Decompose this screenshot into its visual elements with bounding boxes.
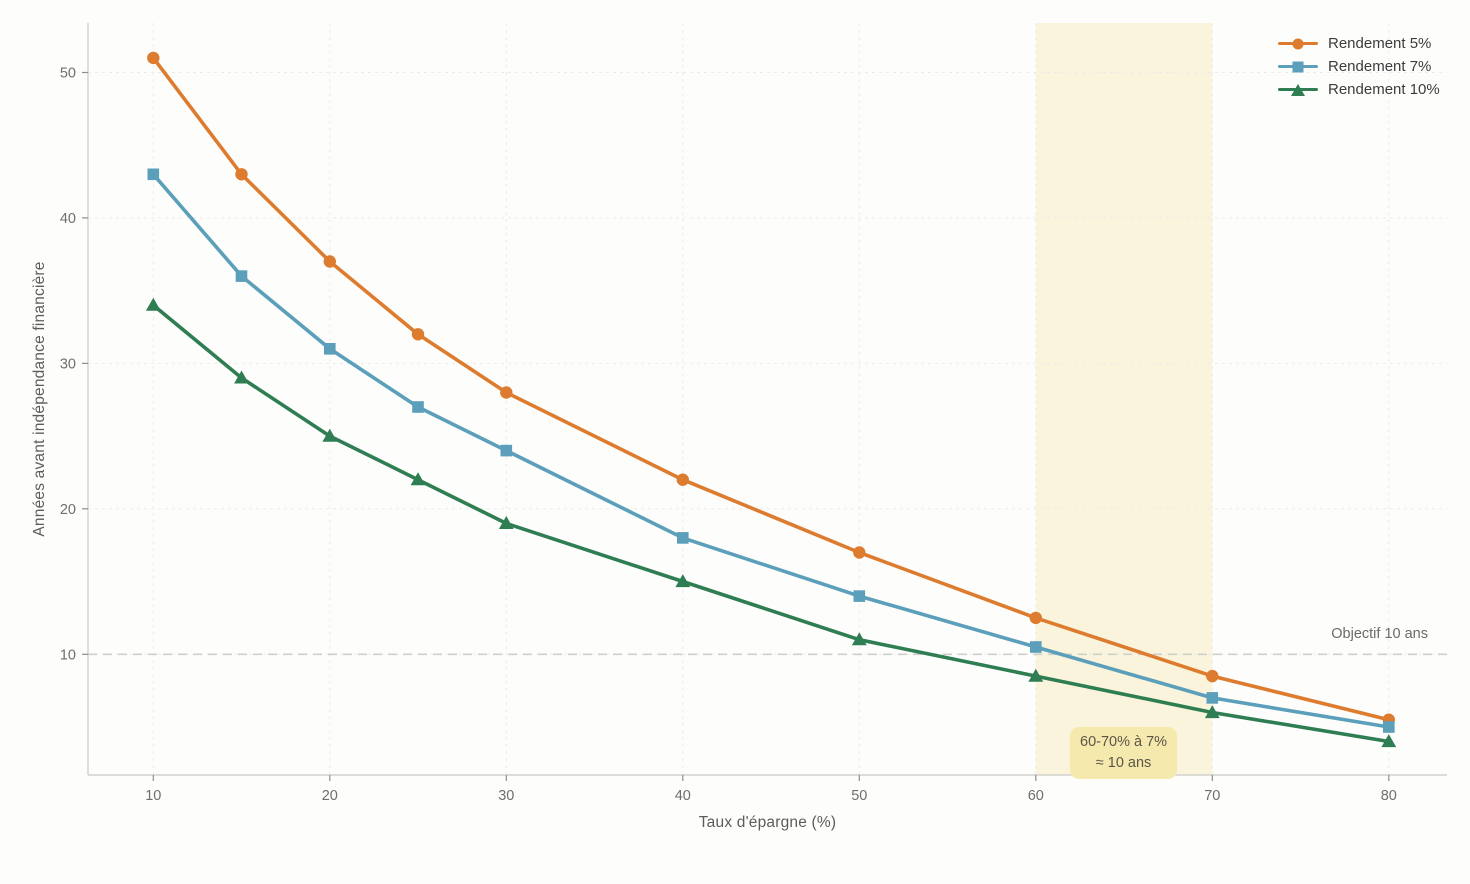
data-point bbox=[1028, 668, 1044, 682]
legend-label: Rendement 5% bbox=[1328, 35, 1432, 52]
legend-label: Rendement 10% bbox=[1328, 81, 1440, 98]
legend-label: Rendement 7% bbox=[1328, 58, 1432, 75]
highlight-band bbox=[1035, 23, 1213, 775]
data-point bbox=[1204, 705, 1220, 719]
axes-spines bbox=[87, 23, 1447, 776]
data-point bbox=[1206, 692, 1219, 704]
legend-item-rendement-5: Rendement 5% bbox=[1278, 32, 1440, 55]
data-point bbox=[1029, 611, 1043, 625]
data-point bbox=[853, 546, 866, 559]
data-point bbox=[411, 328, 425, 341]
svg-text:30: 30 bbox=[498, 788, 514, 804]
series-line-triangle bbox=[151, 303, 1391, 744]
annotation-box: 60-70% à 7% ≈ 10 ans bbox=[1070, 727, 1178, 780]
x-axis-title: Taux d'épargne (%) bbox=[698, 814, 837, 831]
data-point bbox=[412, 401, 424, 413]
x-tick-labels: 10 20 30 40 50 60 70 80 bbox=[145, 788, 1397, 804]
data-point bbox=[853, 590, 866, 602]
data-point bbox=[1030, 641, 1042, 653]
legend-line-sample bbox=[1278, 38, 1318, 49]
svg-text:10: 10 bbox=[60, 647, 76, 663]
data-point bbox=[410, 472, 426, 486]
data-point bbox=[500, 444, 513, 457]
objective-line-label: Objectif 10 ans bbox=[1331, 626, 1428, 642]
data-point bbox=[147, 168, 160, 181]
data-point bbox=[322, 428, 338, 442]
svg-text:50: 50 bbox=[60, 66, 76, 82]
series-line-square bbox=[151, 172, 1391, 729]
data-point bbox=[235, 168, 248, 181]
triangle-marker-icon bbox=[1291, 83, 1305, 96]
legend-line-sample bbox=[1278, 83, 1318, 96]
legend: Rendement 5% Rendement 7% Rendement 10% bbox=[1278, 32, 1440, 101]
gridlines bbox=[88, 23, 1447, 775]
circle-marker-icon bbox=[1292, 38, 1304, 49]
data-point bbox=[147, 51, 160, 65]
data-point bbox=[323, 255, 336, 268]
data-point bbox=[675, 574, 691, 588]
svg-text:30: 30 bbox=[60, 356, 76, 372]
legend-line-sample bbox=[1278, 61, 1318, 72]
data-point bbox=[234, 370, 249, 384]
y-tick-labels: 10 20 30 40 50 bbox=[60, 66, 76, 664]
series-markers-square bbox=[147, 168, 1395, 733]
series-markers-circle bbox=[147, 51, 1396, 726]
svg-text:40: 40 bbox=[60, 211, 76, 227]
data-point bbox=[500, 386, 513, 399]
annotation-line2: ≈ 10 ans bbox=[1095, 755, 1152, 772]
data-point bbox=[677, 532, 689, 544]
data-point bbox=[1381, 734, 1397, 748]
data-point bbox=[676, 473, 689, 486]
legend-item-rendement-7: Rendement 7% bbox=[1278, 55, 1440, 78]
tick-marks bbox=[82, 71, 1390, 781]
svg-text:60: 60 bbox=[1028, 788, 1044, 804]
data-point bbox=[145, 297, 161, 311]
data-point bbox=[498, 516, 514, 529]
data-point bbox=[1383, 721, 1395, 733]
svg-text:20: 20 bbox=[322, 788, 338, 804]
annotation-line1: 60-70% à 7% bbox=[1080, 734, 1168, 750]
legend-item-rendement-10: Rendement 10% bbox=[1278, 78, 1440, 101]
svg-text:10: 10 bbox=[145, 788, 161, 804]
series-line-circle bbox=[151, 56, 1391, 722]
y-axis-title: Années avant indépendance financière bbox=[31, 261, 48, 537]
svg-text:80: 80 bbox=[1381, 788, 1397, 804]
data-point bbox=[235, 270, 248, 282]
square-marker-icon bbox=[1292, 61, 1304, 72]
data-point bbox=[851, 632, 867, 646]
svg-text:40: 40 bbox=[675, 788, 691, 804]
svg-text:70: 70 bbox=[1204, 788, 1220, 804]
series-markers-triangle bbox=[145, 297, 1397, 748]
svg-text:20: 20 bbox=[60, 502, 76, 518]
data-point bbox=[324, 343, 336, 355]
data-point bbox=[1206, 669, 1219, 683]
svg-text:50: 50 bbox=[851, 788, 867, 804]
